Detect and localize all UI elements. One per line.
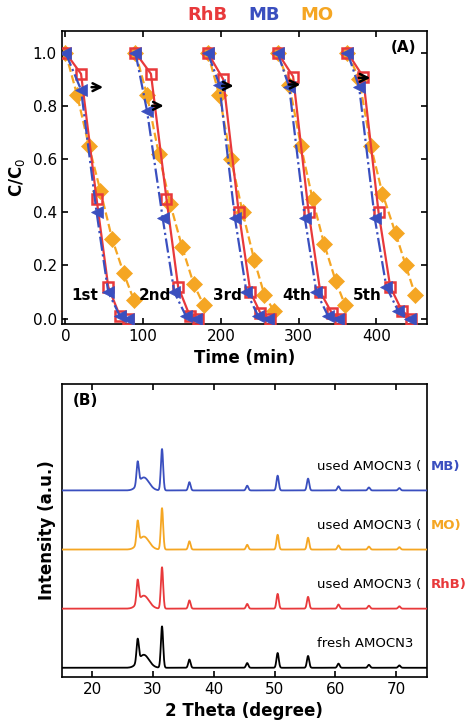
Y-axis label: Intensity (a.u.): Intensity (a.u.) bbox=[38, 460, 56, 601]
Text: 4th: 4th bbox=[283, 288, 311, 302]
Text: MO): MO) bbox=[431, 519, 462, 532]
Y-axis label: C/C$_0$: C/C$_0$ bbox=[7, 158, 27, 197]
Text: used AMOCN3 (: used AMOCN3 ( bbox=[317, 578, 421, 591]
Text: 1st: 1st bbox=[72, 288, 98, 302]
X-axis label: 2 Theta (degree): 2 Theta (degree) bbox=[165, 702, 323, 720]
Text: RhB): RhB) bbox=[431, 578, 467, 591]
Text: (B): (B) bbox=[73, 393, 98, 408]
X-axis label: Time (min): Time (min) bbox=[193, 350, 295, 367]
Text: MO: MO bbox=[301, 6, 334, 24]
Text: 2nd: 2nd bbox=[138, 288, 171, 302]
Text: MB): MB) bbox=[431, 459, 461, 473]
Text: MB: MB bbox=[248, 6, 280, 24]
Text: used AMOCN3 (: used AMOCN3 ( bbox=[317, 519, 421, 532]
Text: used AMOCN3 (: used AMOCN3 ( bbox=[317, 459, 421, 473]
Text: (A): (A) bbox=[390, 40, 416, 55]
Text: fresh AMOCN3: fresh AMOCN3 bbox=[317, 637, 413, 650]
Text: 5th: 5th bbox=[353, 288, 382, 302]
Text: RhB: RhB bbox=[188, 6, 228, 24]
Text: 3rd: 3rd bbox=[213, 288, 242, 302]
